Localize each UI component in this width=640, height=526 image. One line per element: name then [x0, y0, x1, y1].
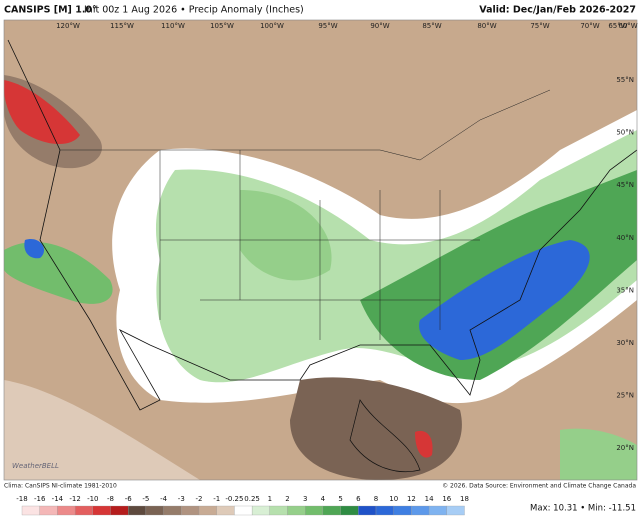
colorbar-tick-label: 12	[407, 495, 416, 503]
lon-label: 115°W	[110, 22, 134, 30]
colorbar-tick-label: 5	[338, 495, 342, 503]
colorbar-swatch	[57, 505, 76, 516]
lat-label: 50°N	[616, 129, 634, 137]
lon-label: 120°W	[56, 22, 80, 30]
lon-label: 110°W	[161, 22, 185, 30]
colorbar-swatch	[128, 505, 147, 516]
valid-label: Valid: Dec/Jan/Feb 2026-2027	[479, 5, 636, 16]
colorbar-swatch	[234, 505, 253, 516]
colorbar-swatch	[145, 505, 164, 516]
colorbar-swatch	[305, 505, 324, 516]
source-note: © 2026. Data Source: Environment and Cli…	[442, 483, 636, 490]
colorbar-swatch	[251, 505, 270, 516]
lon-label: 65°W	[608, 22, 627, 30]
colorbar-tick-label: -6	[125, 495, 133, 503]
colorbar-swatch	[446, 505, 465, 516]
colorbar-swatch	[411, 505, 430, 516]
max-min: Max: 10.31 • Min: -11.51	[530, 504, 636, 514]
colorbar-swatch	[322, 505, 341, 516]
colorbar-tick-label: 8	[374, 495, 378, 503]
map: WeatherBELL	[4, 20, 637, 480]
colorbar-tick-label: 4	[321, 495, 326, 503]
colorbar-swatch	[198, 505, 217, 516]
colorbar-tick-label: 10	[389, 495, 398, 503]
lon-label: 75°W	[530, 22, 549, 30]
colorbar-tick-label: 6	[356, 495, 361, 503]
lat-label: 20°N	[616, 444, 634, 452]
map-frame	[3, 19, 638, 481]
lon-label: 70°W	[580, 22, 599, 30]
colorbar-swatch	[21, 505, 40, 516]
lon-label: 60°W	[618, 22, 637, 30]
colorbar-swatch	[428, 505, 447, 516]
lon-label: 85°W	[422, 22, 441, 30]
title: Init 00z 1 Aug 2026 • Precip Anomaly (In…	[84, 5, 304, 16]
lat-label: 40°N	[616, 234, 634, 242]
colorbar-swatch	[181, 505, 200, 516]
colorbar-tick-label: -4	[160, 495, 168, 503]
colorbar-swatch	[92, 505, 111, 516]
colorbar-tick-label: -1	[213, 495, 220, 503]
dynamic: 120°W 115°W 110°W 105°W 100°W 95°W 90°W 85°W 80°…	[16, 22, 638, 516]
colorbar-swatch	[74, 505, 93, 516]
colorbar-swatch	[269, 505, 288, 516]
colorbar-tick-label: -14	[52, 495, 64, 503]
lon-label: 100°W	[260, 22, 284, 30]
lat-label: 35°N	[616, 286, 634, 294]
colorbar-tick-label: -10	[87, 495, 98, 503]
lat-label: 45°N	[616, 181, 634, 189]
colorbar-tick-label: 3	[303, 495, 307, 503]
colorbar-tick-label: -5	[142, 495, 149, 503]
colorbar-tick-label: -3	[178, 495, 185, 503]
lon-label: 80°W	[477, 22, 496, 30]
colorbar-tick-label: -8	[107, 495, 114, 503]
colorbar-tick-label: -2	[196, 495, 203, 503]
colorbar-swatch	[340, 505, 359, 516]
colorbar-swatch	[110, 505, 129, 516]
title-model: CANSIPS [M] 1.0°	[4, 5, 97, 16]
lon-label: 90°W	[370, 22, 389, 30]
colorbar-tick-label: 0.25	[244, 495, 260, 503]
colorbar-swatch	[393, 505, 412, 516]
watermark: WeatherBELL	[12, 462, 59, 470]
colorbar-tick-label: -18	[16, 495, 27, 503]
colorbar-tick-label: 14	[425, 495, 434, 503]
lat-label: 55°N	[616, 76, 634, 84]
colorbar-swatch	[358, 505, 377, 516]
colorbar-tick-label: 2	[285, 495, 289, 503]
colorbar-swatch	[287, 505, 306, 516]
colorbar-swatch	[375, 505, 394, 516]
colorbar-swatch	[163, 505, 182, 516]
colorbar-swatch	[39, 505, 58, 516]
colorbar-tick-label: -16	[34, 495, 46, 503]
lon-label: 95°W	[318, 22, 337, 30]
colorbar-tick-label: -0.25	[225, 495, 243, 503]
colorbar-tick-label: 16	[442, 495, 451, 503]
lat-label: 25°N	[616, 392, 634, 400]
colorbar-swatch	[216, 505, 235, 516]
colorbar-tick-label: 1	[268, 495, 272, 503]
colorbar-tick-label: -12	[69, 495, 80, 503]
lat-label: 30°N	[616, 339, 634, 347]
colorbar-tick-label: 18	[460, 495, 469, 503]
lon-label: 105°W	[210, 22, 234, 30]
clima-note: Clima: CanSIPS NI-climate 1981-2010	[4, 483, 117, 490]
